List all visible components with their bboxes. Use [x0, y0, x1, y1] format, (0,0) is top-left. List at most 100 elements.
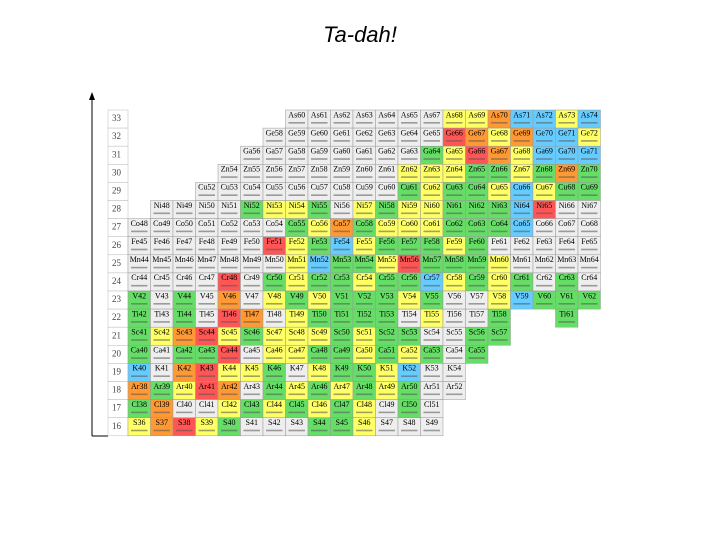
nuclide-label: S40 [223, 418, 235, 427]
nuclide-label: Cl47 [334, 400, 350, 409]
cell-detail [176, 321, 193, 323]
nuclide-label: Mn60 [490, 255, 509, 264]
nuclide-label: Ni55 [311, 201, 327, 210]
cell-detail [423, 411, 440, 414]
nuclide-label: Cr64 [581, 273, 597, 282]
nuclide-label: Ca48 [311, 346, 328, 355]
nuclide-label: V50 [312, 291, 326, 300]
cell-detail [558, 321, 575, 323]
nuclide-label: Sc51 [356, 328, 372, 337]
cell-detail [468, 339, 485, 341]
cell-detail [333, 321, 350, 323]
cell-detail [153, 357, 170, 359]
cell-detail [131, 411, 148, 414]
nuclide-label: Ge67 [468, 128, 485, 137]
cell-detail [468, 248, 485, 251]
nuclide-label: Co64 [491, 219, 508, 228]
cell-detail [266, 284, 283, 287]
cell-detail [581, 140, 598, 142]
nuclide-label: Mn47 [197, 255, 216, 264]
cell-detail [356, 393, 373, 396]
z-label: 21 [112, 330, 121, 340]
nuclide-label: Cl40 [176, 400, 192, 409]
nuclide-label: Sc54 [424, 328, 440, 337]
cell-detail [446, 122, 463, 124]
nuclide-label: Ni53 [266, 201, 282, 210]
cell-detail [423, 429, 440, 432]
cell-detail [446, 266, 463, 269]
nuclide-label: Ni62 [469, 201, 485, 210]
nuclide-label: Sc53 [401, 328, 417, 337]
cell-detail [288, 393, 305, 396]
nuclide-label: Ar45 [289, 382, 305, 391]
nuclide-label: Fe63 [536, 237, 552, 246]
nuclide-label: As63 [356, 110, 373, 119]
cell-detail [423, 230, 440, 233]
cell-detail [378, 357, 395, 359]
nuclide-label: Co57 [333, 219, 350, 228]
nuclide-label: Sc50 [334, 328, 350, 337]
cell-detail [513, 230, 530, 233]
cell-detail [378, 158, 395, 160]
cell-detail [311, 194, 328, 196]
cell-detail [198, 411, 215, 414]
cell-detail [266, 357, 283, 359]
cell-detail [288, 375, 305, 377]
z-label: 23 [112, 294, 122, 304]
cell-detail [243, 158, 260, 160]
cell-detail [153, 339, 170, 341]
cell-detail [243, 230, 260, 233]
cell-detail [581, 284, 598, 287]
nuclide-label: Cr47 [199, 273, 215, 282]
cell-detail [536, 266, 553, 269]
nuclide-label: K52 [402, 364, 416, 373]
nuclide-label: Ca46 [266, 346, 283, 355]
cell-detail [153, 266, 170, 269]
nuclide-label: Zn59 [333, 165, 350, 174]
cell-detail [266, 176, 283, 178]
nuclide-label: Ga62 [378, 147, 395, 156]
cell-detail [423, 176, 440, 178]
nuclide-label: Ga59 [311, 147, 328, 156]
cell-detail [491, 140, 508, 142]
cell-detail [176, 303, 193, 305]
cell-detail [266, 411, 283, 414]
cell-detail [401, 266, 418, 269]
cell-detail [243, 212, 260, 215]
cell-detail [513, 284, 530, 287]
nuclide-label: Cu58 [333, 183, 350, 192]
z-label: 19 [112, 367, 122, 377]
cell-detail [423, 158, 440, 160]
nuclide-label: S38 [178, 418, 190, 427]
cell-detail [311, 140, 328, 142]
cell-detail [423, 375, 440, 377]
cell-detail [311, 411, 328, 414]
cell-detail [558, 212, 575, 215]
cell-detail [266, 158, 283, 160]
cell-detail [468, 321, 485, 323]
cell-detail [266, 321, 283, 323]
cell-detail [558, 176, 575, 178]
nuclide-label: Mn56 [400, 255, 419, 264]
nuclide-label: Ni59 [401, 201, 417, 210]
nuclide-label: Mn55 [377, 255, 396, 264]
cell-detail [356, 321, 373, 323]
cell-detail [333, 158, 350, 160]
cell-detail [558, 122, 575, 124]
cell-detail [333, 303, 350, 305]
nuclide-label: Zn62 [401, 165, 418, 174]
nuclide-label: Cl45 [289, 400, 305, 409]
cell-detail [536, 248, 553, 251]
nuclide-label: Ar39 [154, 382, 170, 391]
cell-detail [536, 158, 553, 160]
cell-detail [221, 357, 238, 359]
cell-detail [288, 158, 305, 160]
cell-detail [243, 321, 260, 323]
nuclide-label: Cr59 [469, 273, 485, 282]
nuclide-label: K51 [380, 364, 394, 373]
cell-detail [311, 284, 328, 287]
cell-detail [153, 321, 170, 323]
cell-detail [446, 339, 463, 341]
nuclide-label: Ti55 [424, 309, 439, 318]
cell-detail [176, 429, 193, 432]
